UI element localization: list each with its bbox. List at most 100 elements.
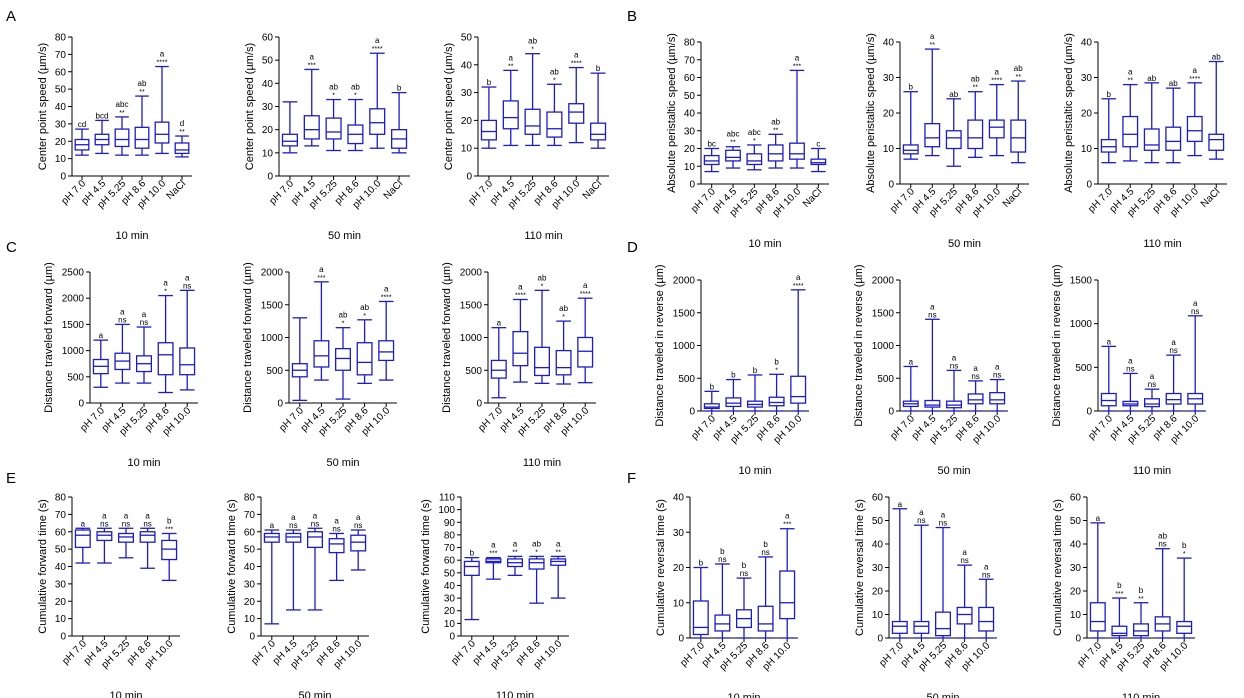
significance-label: ns: [718, 555, 726, 564]
box-iqr: [350, 534, 367, 552]
x-axis-label: 50 min: [326, 457, 359, 469]
significance-label: ns: [140, 318, 148, 327]
box-4: ***b: [161, 516, 178, 582]
box-iqr: [161, 539, 178, 561]
box-1: **a: [924, 32, 941, 157]
box-5: c: [810, 140, 827, 173]
significance-label: **: [119, 110, 125, 117]
x-axis-label: 10 min: [748, 238, 781, 250]
significance-label: **: [1138, 596, 1144, 603]
box-3: **ab: [134, 79, 150, 156]
group-letter: a: [270, 521, 275, 530]
box-iqr: [281, 133, 298, 147]
y-tick-label: 60: [244, 527, 256, 538]
group-letter: a: [795, 53, 800, 62]
group-letter: c: [816, 140, 820, 149]
panel-label-d: D: [627, 239, 638, 256]
y-tick-label: 0: [60, 632, 66, 643]
significance-label: ns: [917, 516, 925, 525]
y-tick-label: 50: [684, 91, 696, 102]
box-0: b: [480, 78, 497, 149]
group-letter: b: [596, 64, 601, 73]
y-axis-label: Cumulative forward time (s): [420, 499, 432, 633]
box-0: b: [692, 559, 709, 639]
y-axis-label: Center point speed (µm/s): [37, 43, 49, 170]
panel-label-f: F: [627, 470, 637, 487]
group-letter: a: [785, 512, 790, 521]
group-letter: b: [753, 366, 758, 375]
group-letter: a: [962, 548, 967, 557]
y-tick-label: 50: [262, 56, 274, 67]
y-tick-label: 0: [249, 632, 255, 643]
box-4: *b: [1176, 541, 1193, 639]
significance-label: *: [332, 93, 335, 100]
group-letter: b: [731, 371, 736, 380]
box-iqr: [335, 347, 351, 371]
x-axis-label: 10 min: [738, 465, 771, 477]
y-tick-label: 0: [877, 634, 883, 645]
box-iqr: [1010, 119, 1027, 153]
box-3: nsa: [967, 364, 984, 412]
group-letter: ab: [538, 273, 547, 282]
box-0: cd: [74, 120, 90, 156]
significance-label: *: [775, 367, 778, 374]
significance-label: ****: [381, 294, 392, 301]
x-axis-label: 50 min: [948, 238, 981, 250]
group-letter: a: [375, 36, 380, 45]
box-0: a: [263, 521, 280, 625]
y-tick-label: 0: [689, 407, 695, 418]
group-letter: abc: [116, 100, 129, 109]
box-4: ****a: [154, 50, 170, 155]
group-letter: a: [291, 513, 296, 522]
group-letter: ab: [528, 37, 537, 46]
box-iqr: [1186, 115, 1203, 143]
significance-label: ns: [982, 570, 990, 579]
box-0: a: [902, 357, 919, 412]
y-tick-label: 1000: [673, 341, 696, 352]
box-2: **b: [1133, 586, 1149, 639]
y-axis-label: Cumulative reversal time (s): [854, 499, 866, 636]
x-axis-label: 50 min: [926, 692, 959, 698]
box-0: a: [891, 500, 908, 639]
box-iqr: [96, 531, 113, 542]
y-tick-label: 10: [55, 154, 67, 165]
x-tick-label: NaCl: [801, 186, 825, 210]
group-letter: a: [1107, 337, 1112, 346]
y-tick-label: 30: [55, 579, 67, 590]
box-4: ***a: [789, 53, 805, 169]
group-letter: a: [99, 331, 104, 340]
significance-label: **: [555, 549, 561, 556]
y-tick-label: 60: [262, 33, 274, 44]
significance-label: ***: [165, 526, 173, 533]
box-iqr: [913, 620, 930, 634]
y-tick-label: 500: [465, 366, 482, 377]
box-iqr: [692, 600, 709, 636]
group-letter: abc: [748, 128, 761, 137]
chart-e2: 0 10 20 30 40 50 60 70 80 Cumulative forward time…: [226, 493, 369, 698]
box-iqr: [757, 605, 774, 632]
y-tick-label: 40: [673, 493, 685, 504]
group-letter: ab: [329, 83, 338, 92]
box-iqr: [134, 126, 150, 149]
y-tick-label: 1500: [62, 320, 85, 331]
significance-label: ns: [183, 281, 191, 290]
box-iqr: [307, 531, 323, 549]
box-iqr: [790, 375, 807, 404]
significance-label: ns: [1191, 307, 1199, 316]
group-letter: ab: [949, 90, 958, 99]
box-iqr: [577, 336, 594, 368]
significance-label: *: [535, 549, 538, 556]
box-1: nsa: [913, 508, 930, 639]
group-letter: a: [124, 511, 129, 520]
y-tick-label: 30: [262, 102, 274, 113]
group-letter: b: [1182, 541, 1187, 550]
y-tick-label: 1500: [261, 300, 284, 311]
group-letter: a: [919, 508, 924, 517]
box-iqr: [528, 558, 545, 570]
group-letter: b: [699, 559, 704, 568]
y-tick-label: 30: [883, 73, 895, 84]
box-4: ****a: [568, 51, 585, 144]
box-3: **ab: [767, 117, 784, 169]
significance-label: ns: [960, 556, 968, 565]
significance-label: **: [930, 42, 936, 49]
